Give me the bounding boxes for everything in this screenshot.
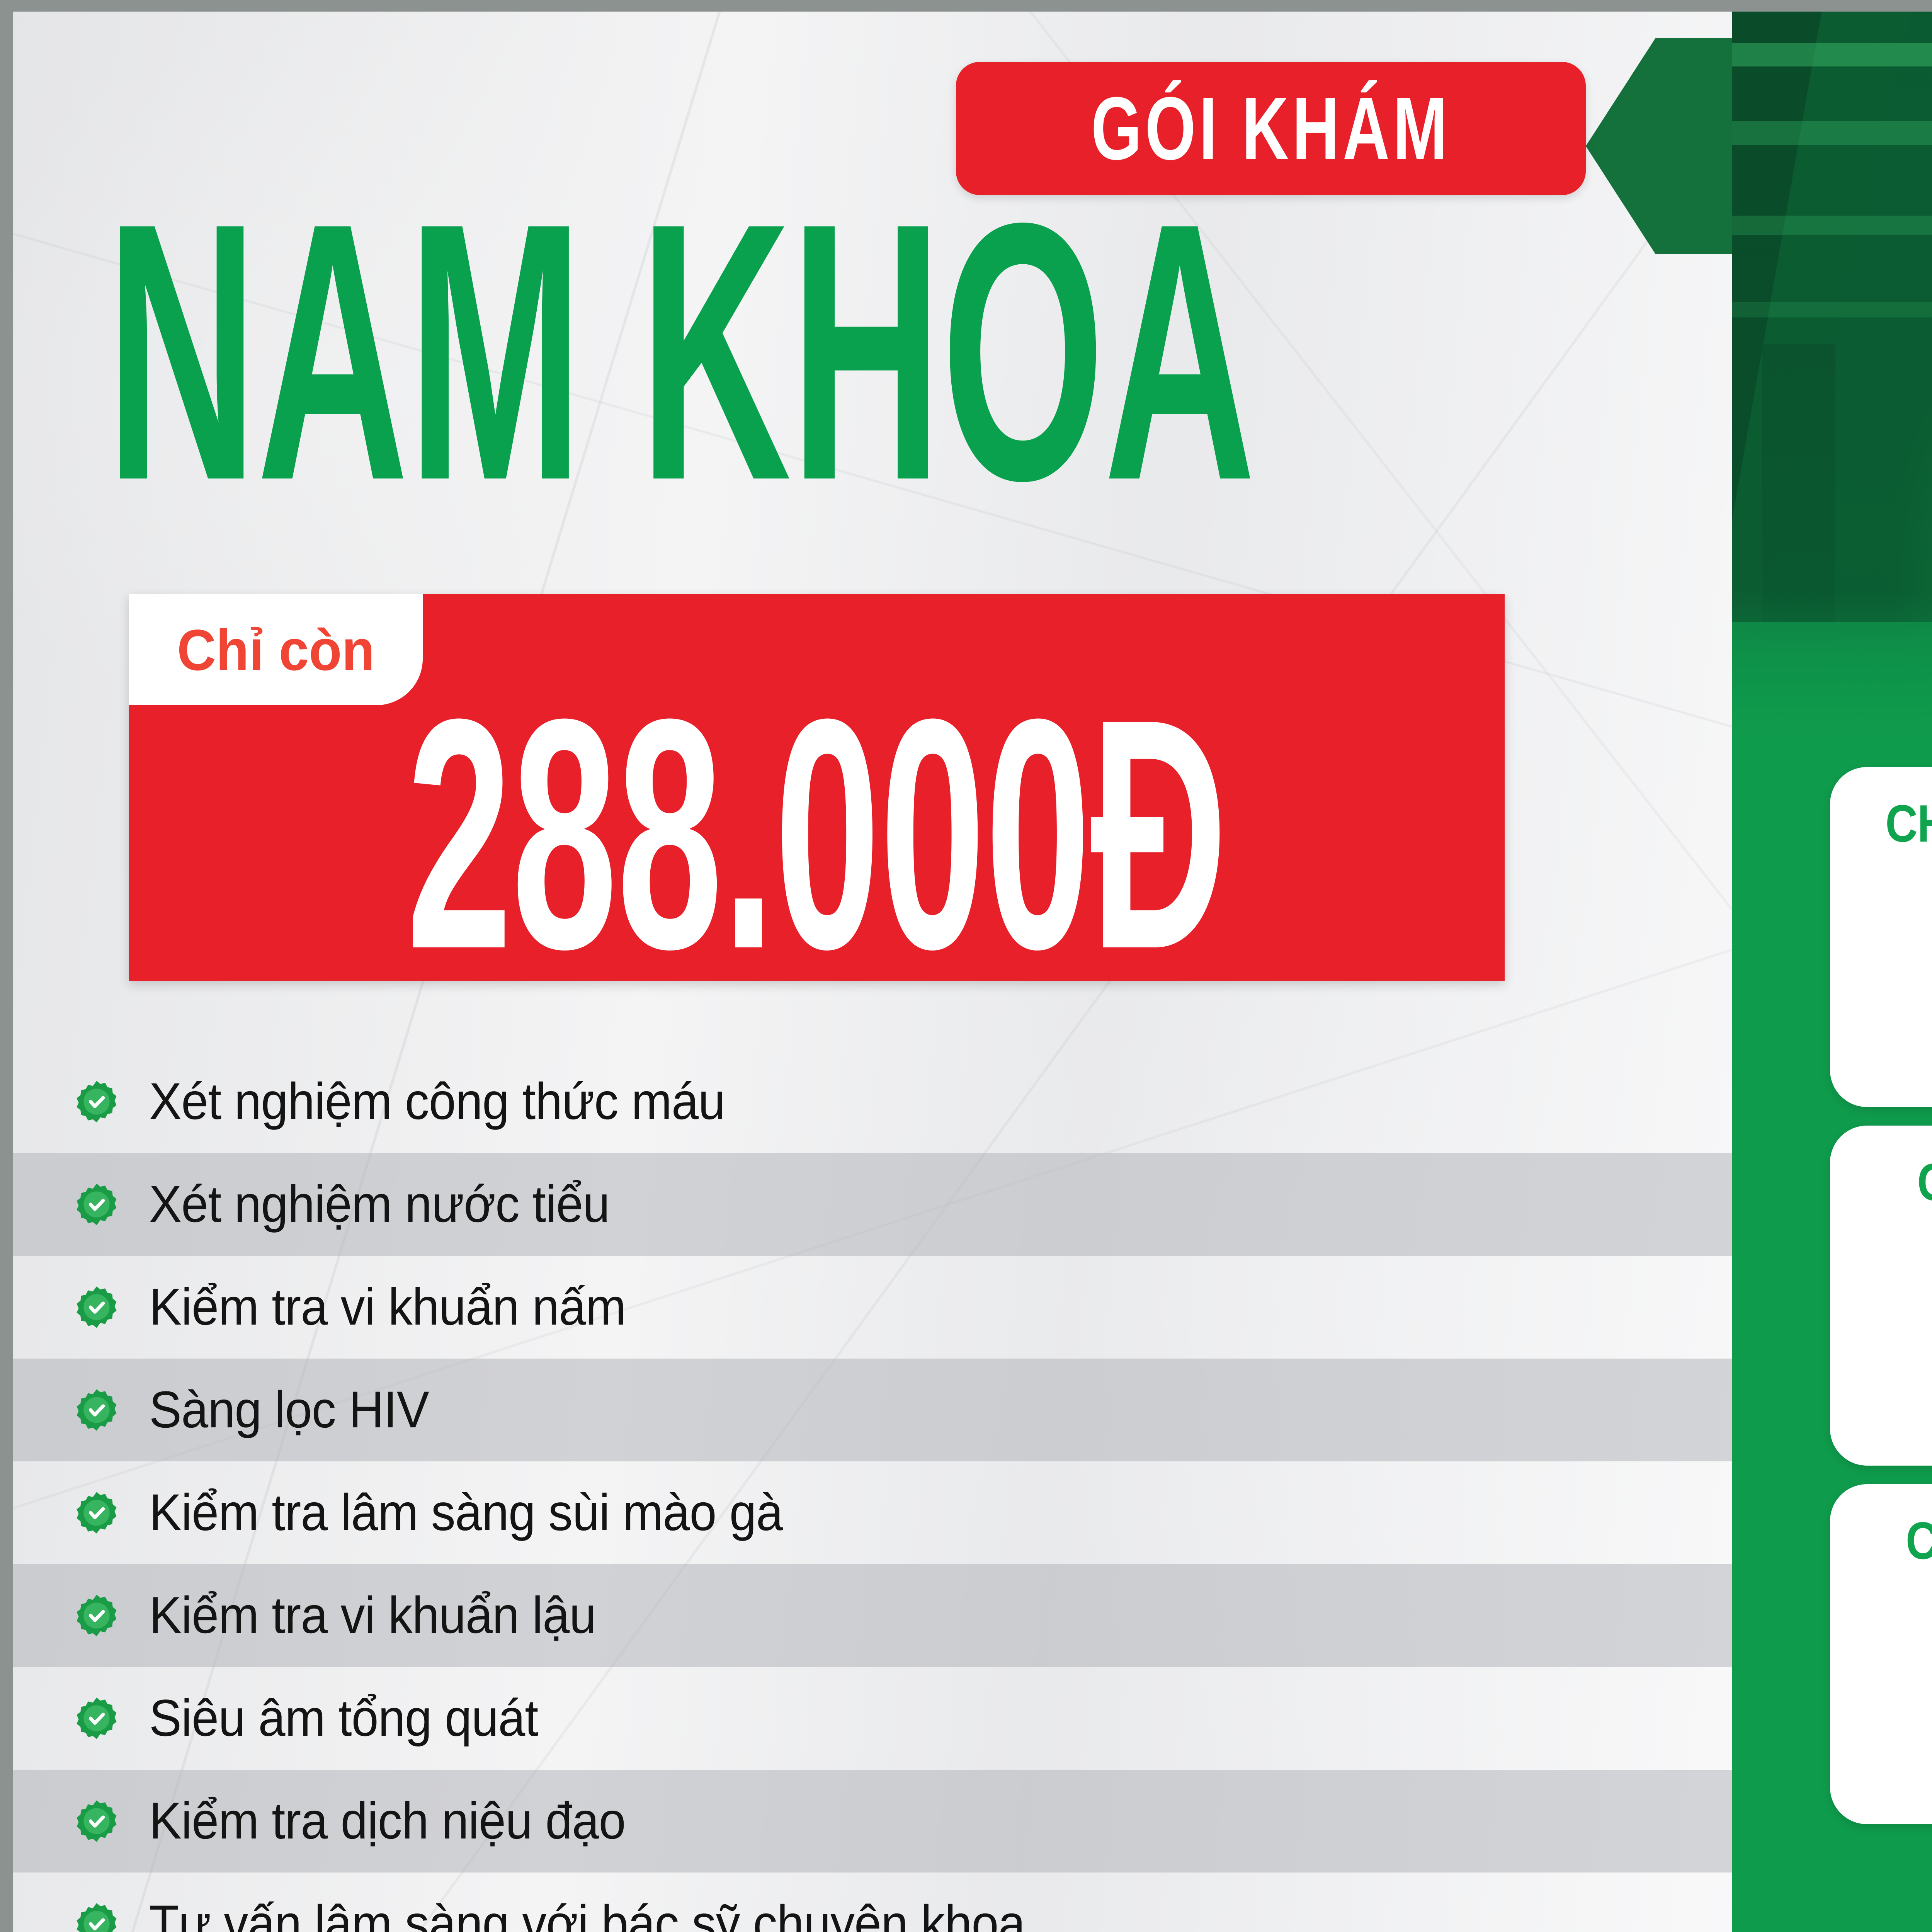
list-item: Kiểm tra vi khuẩn nấm: [13, 1256, 1732, 1359]
list-item: Kiểm tra lâm sàng sùi mào gà: [13, 1461, 1732, 1564]
list-item-label: Xét nghiệm nước tiểu: [149, 1175, 610, 1233]
list-item: Xét nghiệm nước tiểu: [13, 1153, 1732, 1256]
discount-cards: CHI PHÍ THỦ THUẬT GIẢM 50 % CHI PHÍ ĐIỀU…: [1732, 767, 1932, 1824]
check-badge-icon: [75, 1286, 118, 1329]
check-badge-icon: [75, 1080, 118, 1123]
discount-card: CHI PHÍ KIỂM TRA GIẢM 30 %: [1830, 1484, 1932, 1824]
list-item-label: Sàng lọc HIV: [149, 1381, 429, 1439]
discount-card: CHI PHÍ THỦ THUẬT GIẢM 50 %: [1830, 767, 1932, 1107]
price-prefix-label: Chỉ còn: [177, 617, 375, 682]
clinic-name: Phòng khám đa khoa: [1930, 331, 1932, 383]
price-amount-text: 288.000Đ: [406, 651, 1228, 1017]
list-item-label: Xét nghiệm công thức máu: [149, 1072, 725, 1130]
check-badge-icon: [75, 1491, 118, 1534]
discount-card-title: CHI PHÍ THỦ THUẬT GIẢM: [1885, 794, 1932, 853]
check-badge-icon: [75, 1183, 118, 1226]
check-badge-icon: [75, 1799, 118, 1843]
list-item: Siêu âm tổng quát: [13, 1667, 1732, 1770]
headline: NAM KHOA: [106, 168, 1651, 535]
goi-kham-badge: GÓI KHÁM: [956, 62, 1586, 195]
list-item-label: Kiểm tra vi khuẩn nấm: [149, 1278, 626, 1336]
list-item: Tư vấn lâm sàng với bác sỹ chuyên khoa: [13, 1872, 1732, 1932]
left-panel: GÓI KHÁM NAM KHOA Chỉ còn 288.000Đ: [13, 12, 1732, 1932]
list-item: Kiểm tra dịch niệu đạo: [13, 1770, 1732, 1872]
headline-text: NAM KHOA: [106, 147, 1256, 557]
list-item: Xét nghiệm công thức máu: [13, 1050, 1732, 1153]
price-amount: 288.000Đ: [129, 651, 1505, 1017]
check-badge-icon: [75, 1902, 118, 1932]
service-checklist: Xét nghiệm công thức máu Xét nghiệm nước…: [13, 1050, 1732, 1932]
poster: GÓI KHÁM NAM KHOA Chỉ còn 288.000Đ: [13, 12, 1932, 1932]
price-box: Chỉ còn 288.000Đ: [129, 594, 1505, 1017]
list-item-label: Siêu âm tổng quát: [149, 1689, 538, 1747]
check-badge-icon: [75, 1388, 118, 1432]
hospital-corridor-photo: [1732, 12, 1932, 823]
list-item: Kiểm tra vi khuẩn lậu: [13, 1564, 1732, 1667]
check-badge-icon: [75, 1594, 118, 1637]
clinic-logo-block: Phòng khám đa khoa ĐÀ LẠT: [1732, 58, 1932, 466]
list-item-label: Kiểm tra lâm sàng sùi mào gà: [149, 1483, 783, 1541]
list-item: Sàng lọc HIV: [13, 1359, 1732, 1461]
check-badge-icon: [75, 1697, 118, 1740]
list-item-label: Tư vấn lâm sàng với bác sỹ chuyên khoa: [149, 1895, 1026, 1932]
discount-card-title: CHI PHÍ KIỂM TRA GIẢM: [1906, 1514, 1932, 1567]
price-prefix-tab: Chỉ còn: [129, 594, 423, 705]
list-item-label: Kiểm tra dịch niệu đạo: [149, 1792, 626, 1850]
goi-kham-badge-label: GÓI KHÁM: [1091, 78, 1451, 179]
discount-card-title: CHI PHÍ ĐIỀU TRỊ GIẢM: [1917, 1156, 1932, 1208]
list-item-label: Kiểm tra vi khuẩn lậu: [149, 1586, 596, 1644]
discount-card: CHI PHÍ ĐIỀU TRỊ GIẢM 30 %: [1830, 1126, 1932, 1466]
right-panel: Phòng khám đa khoa ĐÀ LẠT CHI PHÍ THỦ TH…: [1732, 12, 1932, 1932]
